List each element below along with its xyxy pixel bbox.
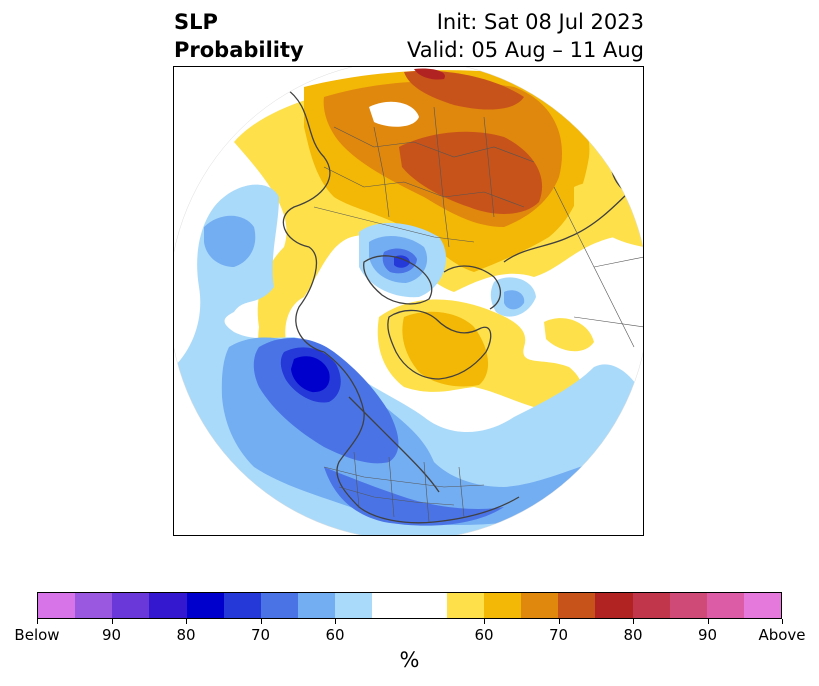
region-mid-atlantic-below — [474, 387, 618, 467]
coastlines — [282, 86, 635, 524]
chart-title-dates: Init: Sat 08 Jul 2023 Valid: 05 Aug – 11… — [407, 8, 644, 64]
colorbar-tick — [335, 619, 336, 624]
colorbar-labels: Below 90 80 70 60 60 70 80 90 Above — [14, 619, 806, 646]
colorbar-tick — [260, 619, 262, 624]
political-borders — [313, 106, 643, 523]
polar-map — [173, 66, 644, 536]
region-kara-light — [369, 101, 419, 127]
region-west-pacific-below — [204, 215, 256, 267]
colorbar-cell — [743, 593, 782, 618]
colorbar-cell — [223, 593, 261, 618]
colorbar-tick-label: Above — [758, 626, 806, 644]
colorbar-tick-label: 80 — [623, 626, 643, 644]
region-russia-above — [399, 131, 543, 214]
colorbar-cell — [446, 593, 484, 618]
colorbar-tick — [186, 619, 187, 624]
region-arctic-peak-red — [414, 68, 445, 80]
region-us-below — [324, 467, 504, 526]
colorbar-cell — [38, 593, 76, 618]
colorbar-cell — [409, 593, 447, 618]
colorbar-tick — [782, 619, 783, 624]
colorbar-cell — [260, 593, 299, 618]
colorbar-cell — [149, 593, 187, 618]
colorbar-cell — [521, 593, 559, 618]
colorbar-tick — [37, 619, 38, 624]
colorbar-tick — [707, 619, 709, 624]
colorbar-cell — [112, 593, 150, 618]
probability-map — [174, 67, 643, 535]
variable-label: SLP — [174, 10, 218, 34]
colorbar-cell — [669, 593, 707, 618]
colorbar-tick — [484, 619, 485, 624]
chart-title-variable: SLP Probability — [174, 8, 304, 64]
colorbar-tick-label: Below — [14, 626, 60, 644]
colorbar-cell — [706, 593, 744, 618]
init-date-label: Init: Sat 08 Jul 2023 — [436, 10, 644, 34]
colorbar-cell — [335, 593, 373, 618]
colorbar-cell — [186, 593, 224, 618]
region-greenland-above-mid — [402, 311, 489, 387]
colorbar — [37, 592, 782, 619]
colorbar-tick-label: 60 — [474, 626, 494, 644]
colorbar-cell — [75, 593, 113, 618]
colorbar-tick — [111, 619, 113, 624]
colorbar-cell — [595, 593, 633, 618]
colorbar-tick — [633, 619, 634, 624]
region-alaska-below-core — [291, 356, 330, 393]
colorbar-tick-label: 90 — [697, 626, 718, 644]
colorbar-cell — [372, 593, 410, 618]
valid-date-label: Valid: 05 Aug – 11 Aug — [406, 38, 644, 62]
colorbar-tick-label: 70 — [548, 626, 569, 644]
colorbar-tick-label: 70 — [250, 626, 271, 644]
colorbar-cell — [298, 593, 336, 618]
product-label: Probability — [174, 38, 304, 62]
colorbar-tick — [558, 619, 560, 624]
region-scandinavia-below-core — [504, 290, 525, 310]
colorbar-cell — [558, 593, 596, 618]
region-atlantic-above-2 — [544, 318, 594, 352]
colorbar-cell — [632, 593, 670, 618]
colorbar-tick-label: 60 — [325, 626, 345, 644]
colorbar-unit-label: % — [399, 648, 420, 672]
region-barents-below-peak — [394, 255, 410, 268]
colorbar-tick-label: 90 — [101, 626, 122, 644]
region-arctic-peak — [404, 70, 524, 110]
colorbar-cell — [483, 593, 522, 618]
colorbar-tick-label: 80 — [176, 626, 196, 644]
